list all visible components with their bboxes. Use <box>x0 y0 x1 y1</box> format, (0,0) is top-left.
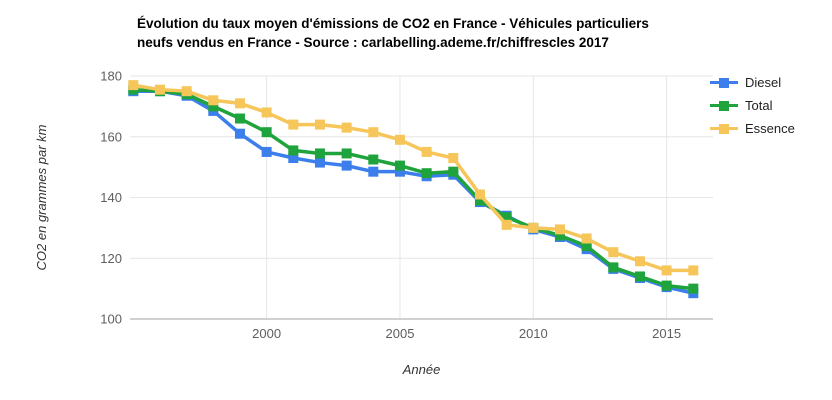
series-marker-essence[interactable] <box>474 189 485 200</box>
series-marker-essence[interactable] <box>128 80 139 91</box>
series-marker-essence[interactable] <box>688 265 699 276</box>
legend-label-total: Total <box>745 98 773 113</box>
chart-title: Évolution du taux moyen d'émissions de C… <box>137 14 737 52</box>
series-marker-total[interactable] <box>501 212 512 223</box>
total-series-swatch-icon <box>710 100 738 112</box>
x-tick-label: 2010 <box>519 326 548 341</box>
series-line-essence <box>131 83 696 273</box>
series-marker-diesel[interactable] <box>394 166 405 177</box>
essence-series-swatch-icon <box>710 123 738 135</box>
y-tick-label: 140 <box>100 190 122 205</box>
series-marker-essence[interactable] <box>448 153 459 164</box>
series-marker-total[interactable] <box>581 241 592 252</box>
series-marker-essence[interactable] <box>554 224 565 235</box>
legend-item-diesel[interactable]: Diesel <box>710 71 795 94</box>
series-marker-essence[interactable] <box>634 256 645 267</box>
series-marker-total[interactable] <box>208 101 219 112</box>
series-marker-essence[interactable] <box>234 98 245 109</box>
y-tick-label: 120 <box>100 251 122 266</box>
chart-title-line1: Évolution du taux moyen d'émissions de C… <box>137 16 649 31</box>
series-marker-total[interactable] <box>368 154 379 165</box>
legend-label-diesel: Diesel <box>745 75 782 90</box>
series-marker-total[interactable] <box>394 160 405 171</box>
diesel-series-swatch-icon <box>710 77 738 89</box>
x-tick-label: 2000 <box>252 326 281 341</box>
series-marker-diesel[interactable] <box>288 153 299 164</box>
series-marker-total[interactable] <box>261 127 272 138</box>
series-line-diesel <box>131 89 696 295</box>
series-marker-total[interactable] <box>314 148 325 159</box>
x-tick-label: 2015 <box>652 326 681 341</box>
legend-item-total[interactable]: Total <box>710 94 795 117</box>
series-marker-essence[interactable] <box>501 219 512 230</box>
legend-label-essence: Essence <box>745 121 795 136</box>
series-marker-diesel[interactable] <box>341 160 352 171</box>
series-marker-total[interactable] <box>634 271 645 282</box>
y-tick-label: 100 <box>100 312 122 327</box>
series-line-total <box>131 87 696 291</box>
series-marker-essence[interactable] <box>368 127 379 138</box>
series-marker-diesel[interactable] <box>261 146 272 157</box>
series-marker-essence[interactable] <box>661 265 672 276</box>
series-marker-diesel[interactable] <box>234 128 245 139</box>
series-marker-total[interactable] <box>421 168 432 179</box>
series-marker-total[interactable] <box>288 145 299 156</box>
series-marker-essence[interactable] <box>581 233 592 244</box>
series-marker-essence[interactable] <box>528 222 539 233</box>
series-marker-total[interactable] <box>448 166 459 177</box>
series-marker-diesel[interactable] <box>314 157 325 168</box>
series-marker-essence[interactable] <box>394 134 405 145</box>
series-marker-essence[interactable] <box>341 122 352 133</box>
series-marker-total[interactable] <box>554 230 565 241</box>
y-axis-title: CO2 en grammes par km <box>34 124 49 270</box>
series-marker-total[interactable] <box>661 280 672 291</box>
series-marker-diesel[interactable] <box>368 166 379 177</box>
x-tick-label: 2005 <box>386 326 415 341</box>
series-marker-total[interactable] <box>341 148 352 159</box>
chart-title-line2: neufs vendus en France - Source : carlab… <box>137 35 609 50</box>
series-marker-total[interactable] <box>474 195 485 206</box>
series-marker-essence[interactable] <box>261 107 272 118</box>
series-marker-essence[interactable] <box>608 247 619 258</box>
chart-legend: Diesel Total Essence <box>710 71 795 140</box>
x-axis-title: Année <box>402 362 441 377</box>
series-marker-total[interactable] <box>608 262 619 273</box>
series-marker-essence[interactable] <box>154 84 165 95</box>
series-marker-total[interactable] <box>688 283 699 294</box>
series-marker-essence[interactable] <box>208 95 219 106</box>
series-marker-essence[interactable] <box>288 119 299 130</box>
series-marker-essence[interactable] <box>421 146 432 157</box>
y-tick-label: 160 <box>100 129 122 144</box>
legend-item-essence[interactable]: Essence <box>710 117 795 140</box>
series-marker-essence[interactable] <box>314 119 325 130</box>
series-marker-total[interactable] <box>234 113 245 124</box>
series-marker-essence[interactable] <box>181 86 192 97</box>
y-tick-label: 180 <box>100 69 122 84</box>
